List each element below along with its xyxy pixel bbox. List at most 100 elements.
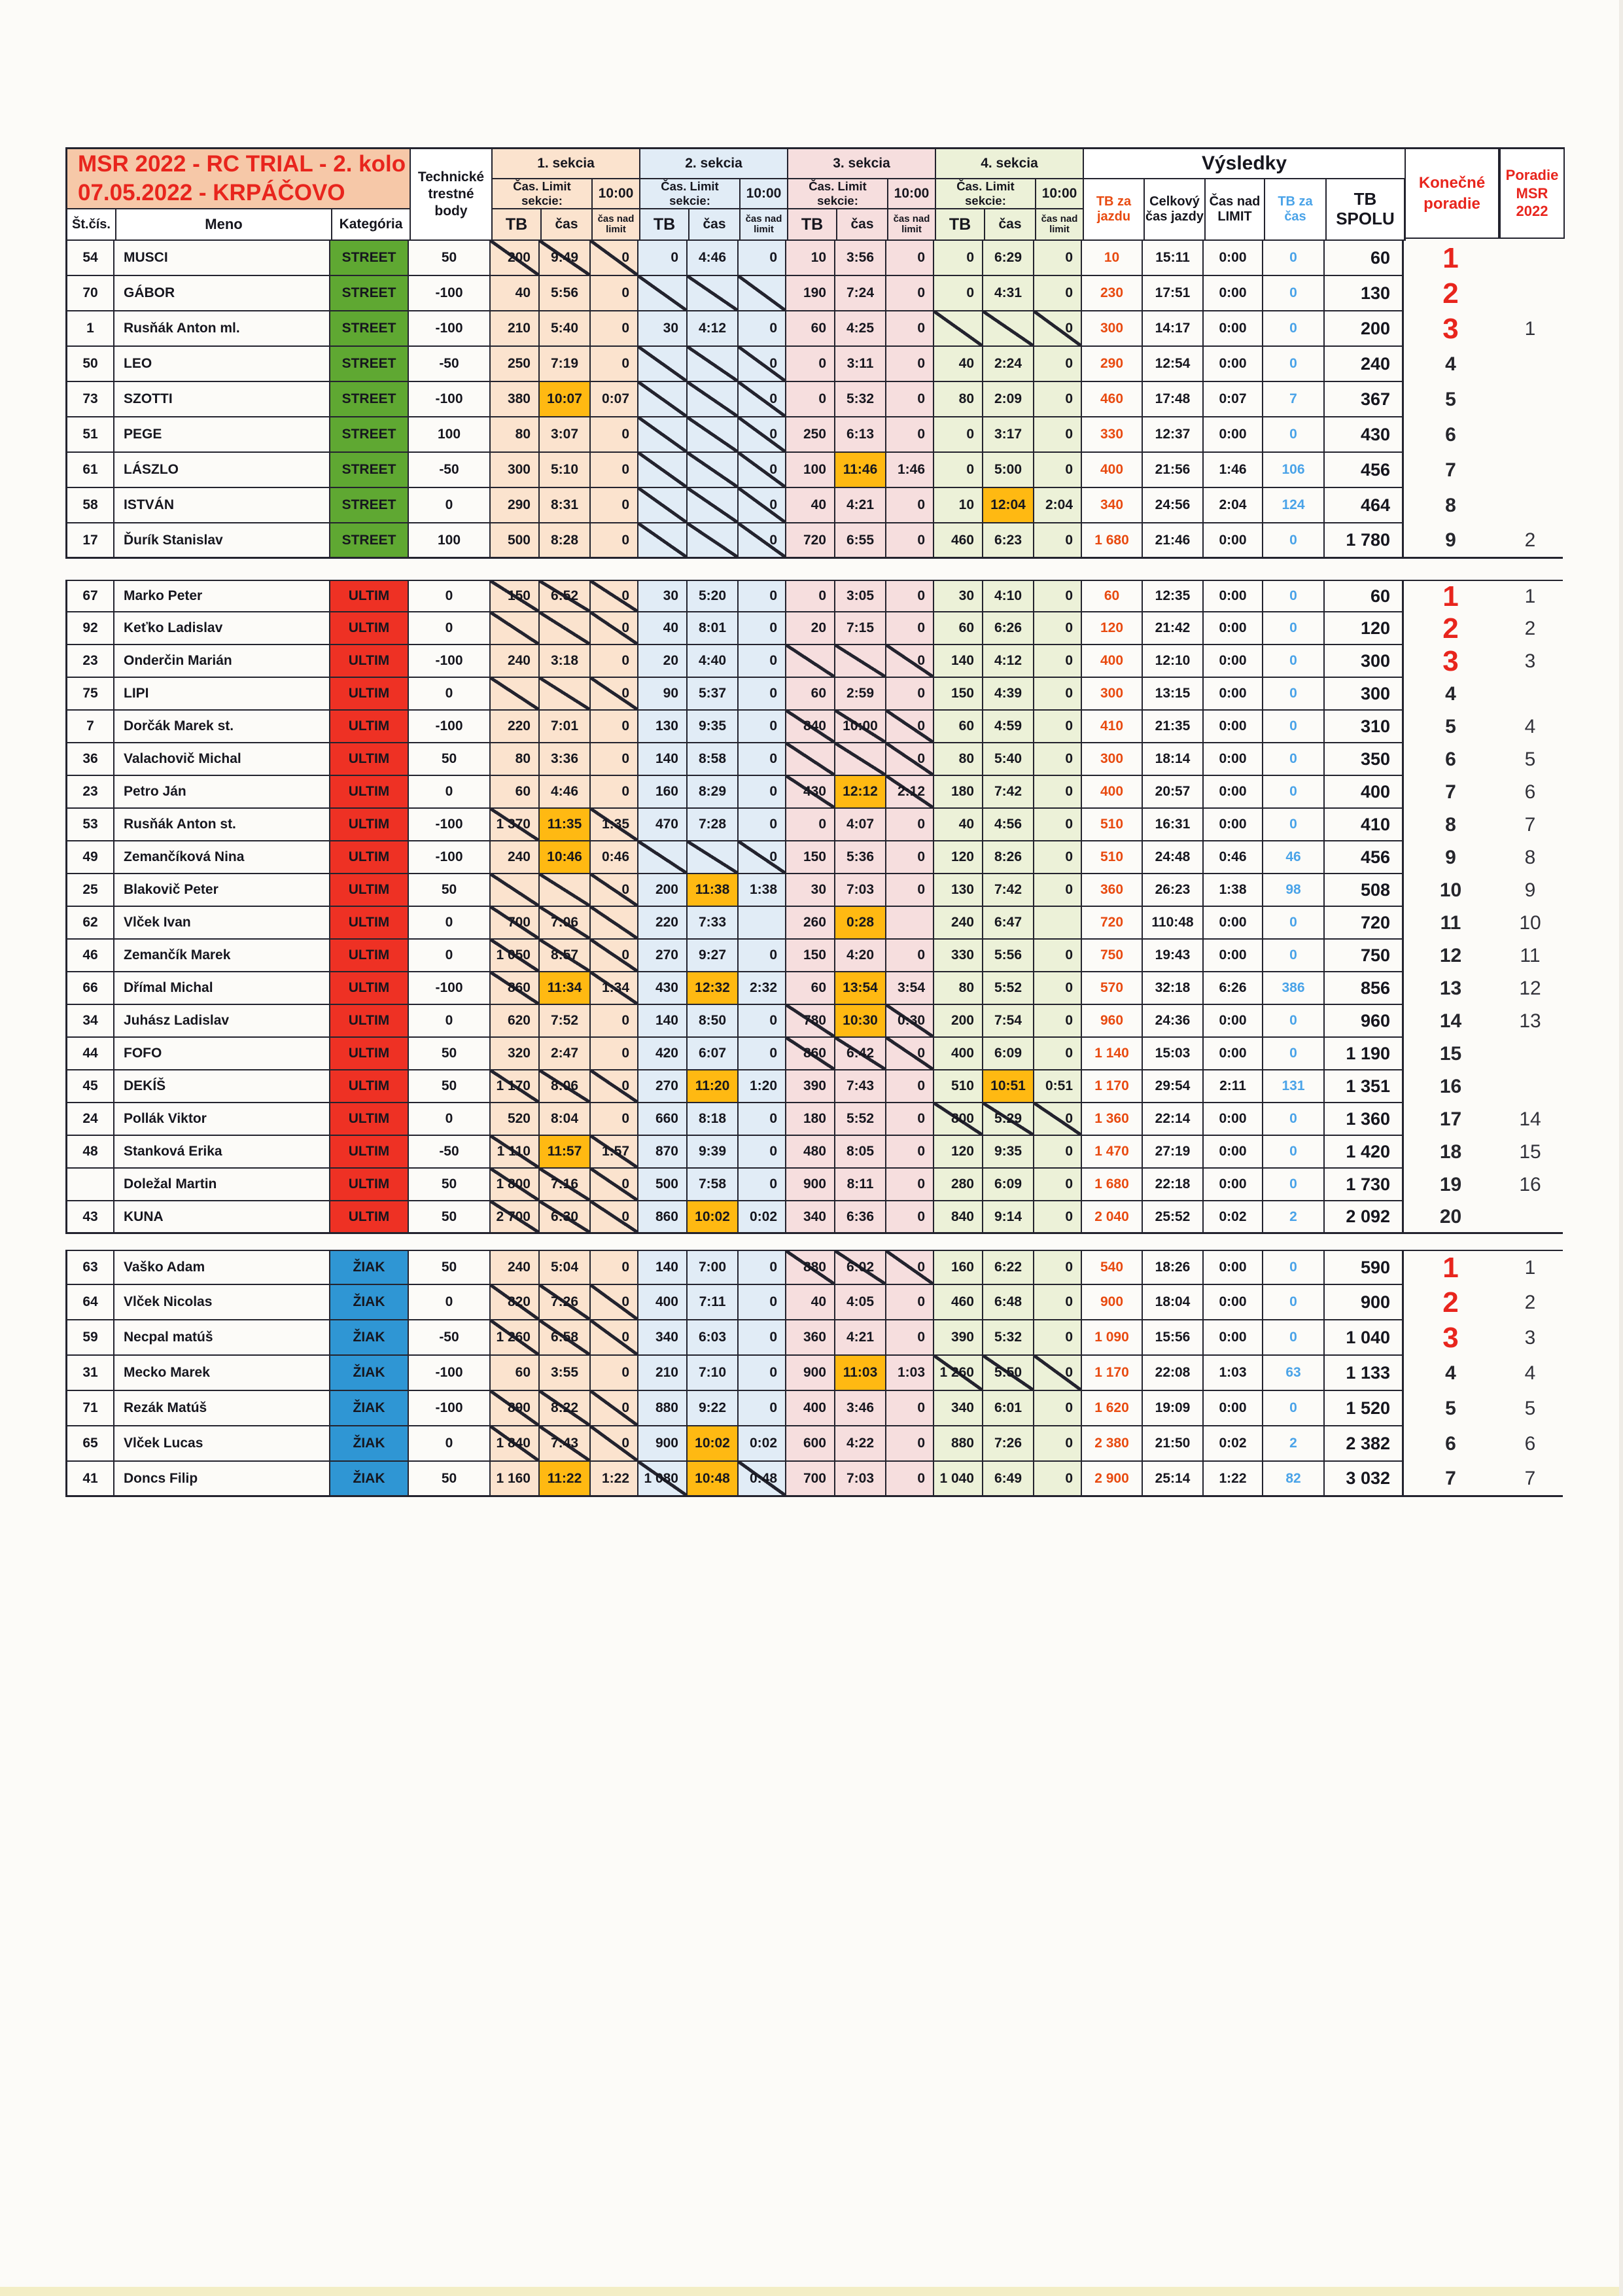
cell-final-rank: 7	[1445, 459, 1456, 481]
cell-section4-tb: 840	[934, 1201, 983, 1234]
cell-section2-time: 8:58	[688, 743, 739, 776]
cell-section2-time: 4:46	[688, 241, 739, 276]
cell-tb-time: 131	[1263, 1070, 1325, 1103]
cell-section1-overtime: 0	[591, 1426, 638, 1462]
cell-rider-name: LIPI	[114, 678, 330, 711]
cell-section3-overtime: 0	[886, 743, 934, 776]
cell-section2-tb: 500	[638, 1169, 688, 1201]
cell-total-time: 13:15	[1143, 678, 1204, 711]
cell-section1-overtime: 0	[591, 612, 638, 645]
cell-section4-overtime: 0	[1034, 1356, 1082, 1391]
cell-section3-time: 6:42	[835, 1038, 886, 1070]
cell-section2-tb: 30	[638, 580, 688, 612]
cell-section1-tb: 220	[491, 711, 540, 743]
cell-section1-time: 6:52	[540, 580, 591, 612]
cell-rider-name: Vlček Nicolas	[114, 1285, 330, 1320]
cell-section1-tb: 1 370	[491, 809, 540, 841]
cell-msr-rank: 2	[1497, 523, 1563, 559]
cell-tb-ride: 300	[1082, 678, 1143, 711]
cell-category-badge: ULTIM	[330, 1136, 409, 1169]
cell-tb-time: 0	[1263, 580, 1325, 612]
cell-category-badge: STREET	[330, 488, 409, 523]
cell-start-number: 23	[65, 645, 114, 678]
event-title-block: MSR 2022 - RC TRIAL - 2. kolo 07.05.2022…	[67, 149, 411, 209]
cell-section1-time: 5:40	[540, 311, 591, 347]
cell-category-badge: STREET	[330, 311, 409, 347]
scanner-edge-shadow	[1619, 0, 1623, 2296]
cell-section2-overtime: 0	[739, 453, 786, 488]
cell-msr-rank: 7	[1524, 814, 1536, 836]
cell-tb-total: 200	[1325, 311, 1404, 347]
cell-technical-penalty: -100	[409, 1356, 491, 1391]
cell-category-badge: ULTIM	[330, 907, 409, 940]
cell-section4-tb: 340	[934, 1391, 983, 1426]
cell-section3-overtime: 0	[886, 1462, 934, 1497]
table-row: 92 Keťko Ladislav ULTIM 0 0 40 8:01 0 20 7:15 0 60 6…	[65, 612, 1565, 645]
cell-section2-tb: 900	[638, 1426, 688, 1462]
cell-section1-tb: 820	[491, 1285, 540, 1320]
cell-tb-ride: 570	[1082, 972, 1143, 1005]
cell-msr-rank: 5	[1524, 749, 1536, 770]
cell-section1-tb: 1 260	[491, 1320, 540, 1356]
cell-section4-tb: 800	[934, 1103, 983, 1136]
cell-time-over-limit: 0:00	[1204, 1285, 1263, 1320]
cell-section1-tb: 2 700	[491, 1201, 540, 1234]
cell-section2-overtime: 0	[739, 1320, 786, 1356]
results-title: Výsledky	[1084, 149, 1406, 179]
col-header-time-over-limit: Čas nad LIMIT	[1206, 179, 1265, 241]
cell-section1-time: 7:16	[540, 1169, 591, 1201]
cell-tb-ride: 400	[1082, 453, 1143, 488]
cell-category-badge: STREET	[330, 382, 409, 417]
cell-section2-overtime: 1:20	[739, 1070, 786, 1103]
cell-tb-total: 720	[1325, 907, 1404, 940]
cell-final-rank: 2	[1442, 277, 1459, 309]
cell-section1-tb: 1 050	[491, 940, 540, 972]
cell-section2-time: 7:00	[688, 1250, 739, 1285]
cell-tb-time: 0	[1263, 776, 1325, 809]
cell-tb-total: 400	[1325, 776, 1404, 809]
cell-time-over-limit: 0:00	[1204, 276, 1263, 311]
cell-section2-overtime: 0	[739, 1169, 786, 1201]
section-3-header: 3. sekcia Čas. Limit sekcie: 10:00 TB ča…	[788, 149, 936, 241]
cell-msr-rank: 1	[1497, 580, 1563, 612]
cell-section2-tb: 200	[638, 874, 688, 907]
cell-section3-time: 10:30	[835, 1005, 886, 1038]
cell-rider-name: SZOTTI	[114, 382, 330, 417]
col-header-total-time: Celkový čas jazdy	[1145, 179, 1206, 241]
cell-section1-time	[540, 874, 591, 907]
cell-section3-overtime	[886, 907, 934, 940]
cell-technical-penalty: -100	[409, 311, 491, 347]
cell-msr-rank: 11	[1520, 945, 1541, 966]
cell-tb-total: 240	[1325, 347, 1404, 382]
cell-section1-tb: 1 160	[491, 1462, 540, 1497]
section-2-title: 2. sekcia	[640, 149, 788, 179]
cell-start-number: 70	[65, 276, 114, 311]
cell-section3-time: 10:00	[835, 711, 886, 743]
cell-time-over-limit: 0:00	[1204, 1136, 1263, 1169]
cell-msr-rank: 3	[1524, 1327, 1536, 1349]
cell-time-over-limit: 0:00	[1204, 1320, 1263, 1356]
cell-total-time: 18:26	[1143, 1250, 1204, 1285]
cell-tb-total: 1 351	[1325, 1070, 1404, 1103]
cell-section1-time: 7:19	[540, 347, 591, 382]
cell-section3-time: 4:21	[835, 488, 886, 523]
cell-category-badge: STREET	[330, 347, 409, 382]
cell-technical-penalty: 50	[409, 1070, 491, 1103]
cell-time-over-limit: 0:00	[1204, 417, 1263, 453]
cell-section3-overtime: 3:54	[886, 972, 934, 1005]
cell-total-time: 15:03	[1143, 1038, 1204, 1070]
cell-section3-overtime: 0	[886, 1038, 934, 1070]
cell-tb-ride: 510	[1082, 809, 1143, 841]
cell-rider-name: Vlček Ivan	[114, 907, 330, 940]
cell-msr-rank: 2	[1524, 618, 1536, 639]
section-4-header: 4. sekcia Čas. Limit sekcie: 10:00 TB ča…	[936, 149, 1084, 241]
cell-tb-time: 0	[1263, 940, 1325, 972]
table-row: 45 DEKÍŠ ULTIM 50 1 170 8:06 0 270 11:20 1:20 390 7…	[65, 1070, 1565, 1103]
cell-section2-time: 10:48	[688, 1462, 739, 1497]
cell-rider-name: ISTVÁN	[114, 488, 330, 523]
cell-section1-overtime: 0	[591, 1356, 638, 1391]
cell-section1-tb	[491, 678, 540, 711]
cell-section1-time: 5:04	[540, 1250, 591, 1285]
cell-section4-tb: 240	[934, 907, 983, 940]
cell-time-over-limit: 0:00	[1204, 645, 1263, 678]
